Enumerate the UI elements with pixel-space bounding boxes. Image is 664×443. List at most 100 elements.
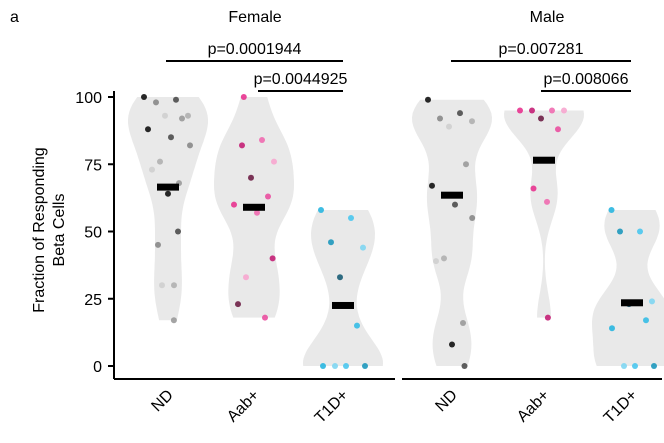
data-point — [173, 96, 179, 103]
data-point — [643, 317, 649, 324]
data-point — [433, 258, 439, 265]
data-point — [231, 201, 237, 208]
data-point — [437, 115, 443, 122]
data-point — [168, 134, 174, 141]
median-bar — [441, 191, 463, 199]
x-tick-label: Aab+ — [514, 387, 553, 426]
significance-bracket: p=0.007281 — [451, 41, 631, 62]
data-point — [463, 161, 469, 168]
data-point — [544, 198, 550, 205]
y-axis-label: Fraction of Responding Beta Cells — [31, 147, 68, 312]
data-point — [337, 274, 343, 281]
x-tick-label: ND — [432, 387, 460, 415]
data-point — [538, 115, 544, 122]
data-point — [265, 193, 271, 200]
group-nd: ND — [128, 94, 208, 415]
y-axis-label-line1: Fraction of Responding — [31, 147, 48, 312]
data-point — [153, 99, 159, 106]
x-tick-label: ND — [148, 387, 176, 415]
data-point — [318, 207, 324, 213]
data-point — [175, 228, 181, 235]
data-point — [271, 158, 277, 165]
y-tick-label: 75 — [84, 157, 102, 174]
data-point — [649, 298, 655, 305]
data-point — [609, 325, 615, 332]
data-point — [529, 107, 535, 114]
data-point — [460, 320, 466, 326]
data-point — [162, 112, 168, 119]
data-point — [159, 282, 165, 289]
group-aab: Aab+ — [504, 107, 584, 426]
data-point — [187, 142, 193, 149]
data-point — [157, 158, 163, 165]
data-point — [549, 107, 555, 114]
data-point — [632, 363, 638, 369]
data-point — [429, 182, 435, 189]
data-point — [452, 201, 458, 208]
y-tick-label: 100 — [75, 90, 102, 107]
data-point — [179, 115, 185, 122]
significance-bracket: p=0.008066 — [541, 71, 631, 92]
data-point — [332, 363, 338, 369]
group-t1d: T1D+ — [592, 207, 664, 427]
data-point — [425, 96, 431, 103]
data-point — [461, 363, 468, 369]
plot-area: 0 25 50 75 100 Female ND Aab+ T1D+ p=0.0001944 p=0… — [75, 9, 664, 427]
data-point — [171, 282, 177, 289]
data-point — [469, 215, 476, 221]
x-tick-label: T1D+ — [312, 387, 352, 427]
violin-shape — [303, 210, 383, 366]
data-point — [544, 314, 551, 321]
data-point — [145, 126, 151, 133]
data-point — [141, 94, 147, 100]
x-tick-label: Aab+ — [224, 387, 263, 426]
p-value-label: p=0.0044925 — [254, 71, 348, 88]
data-point — [240, 94, 247, 100]
data-point — [235, 301, 241, 308]
data-point — [243, 274, 249, 281]
data-point — [262, 314, 268, 321]
data-point — [348, 215, 354, 221]
data-point — [185, 112, 191, 119]
data-point — [608, 207, 615, 213]
data-point — [343, 363, 349, 369]
data-point — [651, 363, 657, 369]
data-point — [149, 166, 155, 173]
significance-bracket: p=0.0001944 — [166, 41, 343, 62]
data-point — [637, 228, 643, 235]
panel-title: Male — [530, 9, 565, 26]
y-axis-label-line2: Beta Cells — [51, 194, 68, 267]
violin-shape — [412, 99, 492, 366]
median-bar — [533, 156, 555, 164]
data-point — [555, 126, 561, 133]
panel-female: Female ND Aab+ T1D+ p=0.0001944 p=0.0044925 — [114, 9, 395, 427]
data-point — [239, 142, 245, 149]
p-value-label: p=0.0001944 — [208, 41, 302, 58]
data-point — [441, 255, 447, 262]
y-tick-label: 50 — [84, 225, 102, 242]
group-aab: Aab+ — [214, 94, 294, 426]
data-point — [621, 363, 627, 369]
violin-shape — [504, 110, 584, 318]
data-point — [457, 110, 463, 117]
x-tick-label: T1D+ — [601, 387, 641, 427]
data-point — [259, 137, 265, 143]
data-point — [530, 185, 537, 192]
p-value-label: p=0.007281 — [499, 41, 584, 58]
data-point — [617, 228, 623, 235]
panel-male: Male ND Aab+ T1D+ p=0.007281 p=0.008066 — [402, 9, 664, 427]
data-point — [446, 123, 452, 130]
y-axis: 0 25 50 75 100 — [75, 90, 115, 379]
group-nd: ND — [412, 96, 492, 415]
p-value-label: p=0.008066 — [544, 71, 629, 88]
data-point — [328, 239, 334, 246]
median-bar — [332, 301, 354, 309]
y-tick-label: 0 — [93, 359, 102, 376]
data-point — [170, 317, 177, 324]
median-bar — [243, 203, 265, 211]
violin-shape — [128, 97, 208, 321]
data-point — [469, 118, 475, 125]
data-point — [360, 244, 366, 251]
data-point — [354, 322, 360, 329]
